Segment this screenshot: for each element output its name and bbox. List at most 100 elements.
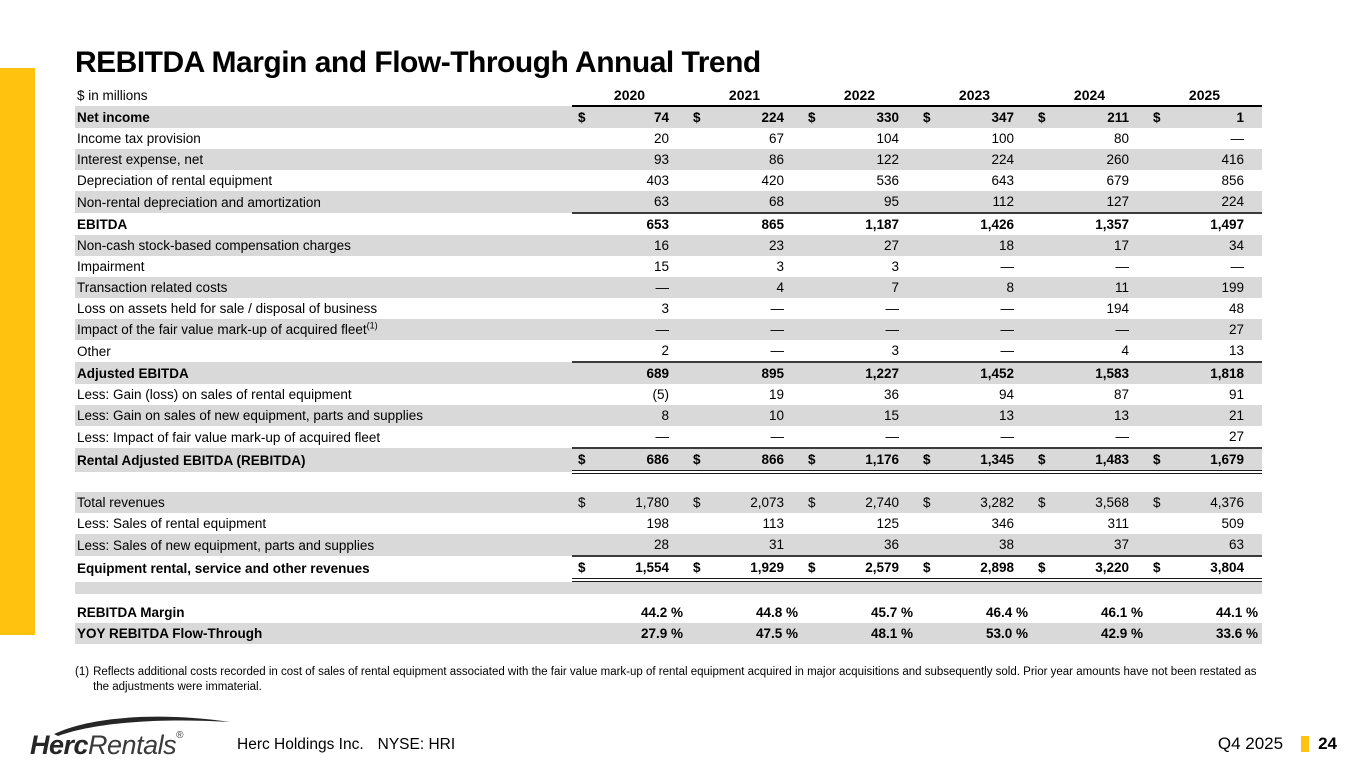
dollar-sign-cell bbox=[572, 170, 594, 191]
value-cell: 416 bbox=[1169, 149, 1262, 170]
dollar-sign-cell bbox=[572, 534, 594, 557]
row-label: Less: Gain (loss) on sales of rental equ… bbox=[77, 387, 352, 402]
row-label: Rental Adjusted EBITDA (REBITDA) bbox=[75, 448, 572, 472]
value-cell: 46.4 % bbox=[985, 605, 1028, 620]
year-column-header: 2024 bbox=[1032, 84, 1147, 107]
value-cell: — bbox=[824, 319, 917, 340]
herc-rentals-logo: HercRentals® bbox=[12, 716, 230, 762]
dollar-sign-cell bbox=[1147, 235, 1169, 256]
value-cell: 1 bbox=[1169, 106, 1262, 128]
dollar-sign-cell bbox=[1032, 277, 1054, 298]
value-cell: 44.8 % bbox=[755, 605, 798, 620]
table-row: Depreciation of rental equipment 403 420 53… bbox=[75, 170, 1262, 191]
value-cell: 1,357 bbox=[1095, 217, 1129, 232]
page-title: REBITDA Margin and Flow-Through Annual T… bbox=[75, 46, 761, 80]
value-cell: 91 bbox=[1228, 387, 1244, 402]
value-cell: 38 bbox=[939, 534, 1032, 557]
value-cell: 13 bbox=[1169, 340, 1262, 363]
value-cell: 536 bbox=[876, 173, 899, 188]
value-cell: 3,804 bbox=[1169, 556, 1262, 582]
value-cell: — bbox=[709, 426, 802, 449]
value-cell: 1,818 bbox=[1169, 362, 1262, 384]
dollar-sign-cell bbox=[572, 623, 594, 644]
value-cell: 1,554 bbox=[594, 556, 687, 582]
dollar-sign-cell bbox=[1032, 191, 1054, 214]
dollar-sign-cell: $ bbox=[572, 492, 594, 513]
value-cell: 125 bbox=[876, 516, 899, 531]
table-row: Less: Sales of new equipment, parts and … bbox=[75, 534, 1262, 557]
value-cell: 28 bbox=[594, 534, 687, 557]
row-label: Total revenues bbox=[75, 492, 572, 513]
dollar-sign-cell bbox=[1147, 426, 1169, 449]
value-cell: 194 bbox=[1106, 301, 1129, 316]
dollar-sign-cell bbox=[917, 149, 939, 170]
dollar-sign-cell bbox=[1032, 405, 1054, 426]
value-cell: 27.9 % bbox=[594, 623, 687, 644]
row-label: Equipment rental, service and other reve… bbox=[77, 560, 370, 576]
year-column-header: 2021 bbox=[687, 84, 802, 107]
table-row: Rental Adjusted EBITDA (REBITDA) $686 $866… bbox=[75, 448, 1262, 474]
dollar-sign-cell bbox=[687, 149, 709, 170]
value-cell: 2,073 bbox=[709, 492, 802, 513]
row-label: Other bbox=[77, 343, 111, 359]
dollar-sign-cell bbox=[802, 298, 824, 319]
spacer-row bbox=[75, 594, 1262, 602]
dollar-sign-cell bbox=[1147, 405, 1169, 426]
dollar-sign-cell bbox=[572, 298, 594, 319]
dollar-sign-cell bbox=[1032, 256, 1054, 277]
value-cell: 48.1 % bbox=[824, 623, 917, 644]
value-cell: 10 bbox=[709, 405, 802, 426]
dollar-sign-cell bbox=[1032, 149, 1054, 170]
value-cell: 199 bbox=[1169, 277, 1262, 298]
year-column-header: 2020 bbox=[572, 84, 687, 107]
dollar-sign-cell bbox=[572, 340, 594, 363]
dollar-sign-cell bbox=[687, 298, 709, 319]
dollar-sign-cell: $ bbox=[917, 492, 939, 513]
dollar-sign-cell bbox=[572, 319, 594, 340]
value-cell: 34 bbox=[1169, 235, 1262, 256]
value-cell: 4 bbox=[1054, 340, 1147, 363]
dollar-sign-cell bbox=[1147, 277, 1169, 298]
value-cell: 42.9 % bbox=[1054, 623, 1147, 644]
value-cell: 36 bbox=[883, 387, 899, 402]
dollar-sign-cell bbox=[572, 128, 594, 149]
value-cell: 27 bbox=[1169, 319, 1262, 340]
dollar-sign-cell bbox=[1147, 298, 1169, 319]
row-label: EBITDA bbox=[77, 216, 128, 232]
logo-wordmark: HercRentals® bbox=[30, 730, 183, 761]
dollar-sign-cell bbox=[687, 277, 709, 298]
dollar-sign-cell bbox=[572, 384, 594, 405]
value-cell: 94 bbox=[998, 387, 1014, 402]
table-row: Adjusted EBITDA 689 895 1,227 1,452 1,583 1,81… bbox=[75, 362, 1262, 384]
value-cell: 33.6 % bbox=[1169, 623, 1262, 644]
dollar-sign-cell bbox=[687, 213, 709, 235]
dollar-sign-cell bbox=[687, 362, 709, 384]
table-row: Non-rental depreciation and amortization… bbox=[75, 191, 1262, 214]
value-cell: 1,929 bbox=[709, 556, 802, 582]
value-cell: 653 bbox=[646, 217, 669, 232]
dollar-sign-cell bbox=[1147, 256, 1169, 277]
row-label: Loss on assets held for sale / disposal … bbox=[77, 301, 378, 316]
value-cell: 689 bbox=[594, 362, 687, 384]
dollar-sign-cell: $ bbox=[687, 448, 709, 474]
value-cell: 53.0 % bbox=[939, 623, 1032, 644]
dollar-sign-cell bbox=[917, 191, 939, 214]
value-cell: 87 bbox=[1113, 387, 1129, 402]
dollar-sign-cell bbox=[802, 235, 824, 256]
table-row: Equipment rental, service and other reve… bbox=[75, 556, 1262, 582]
value-cell: 679 bbox=[1106, 173, 1129, 188]
value-cell: 866 bbox=[709, 448, 802, 474]
dollar-sign-cell bbox=[1032, 298, 1054, 319]
dollar-sign-cell bbox=[1032, 170, 1054, 191]
dollar-sign-cell bbox=[1032, 426, 1054, 449]
value-cell: 113 bbox=[762, 516, 784, 531]
dollar-sign-cell: $ bbox=[687, 492, 709, 513]
dollar-sign-cell bbox=[1032, 319, 1054, 340]
dollar-sign-cell bbox=[1032, 513, 1054, 534]
value-cell: — bbox=[1000, 259, 1015, 274]
dollar-sign-cell bbox=[917, 384, 939, 405]
dollar-sign-cell bbox=[1147, 128, 1169, 149]
value-cell: — bbox=[824, 426, 917, 449]
footer: HercRentals® Herc Holdings Inc. NYSE: HRI… bbox=[0, 710, 1365, 768]
dollar-sign-cell bbox=[1032, 235, 1054, 256]
